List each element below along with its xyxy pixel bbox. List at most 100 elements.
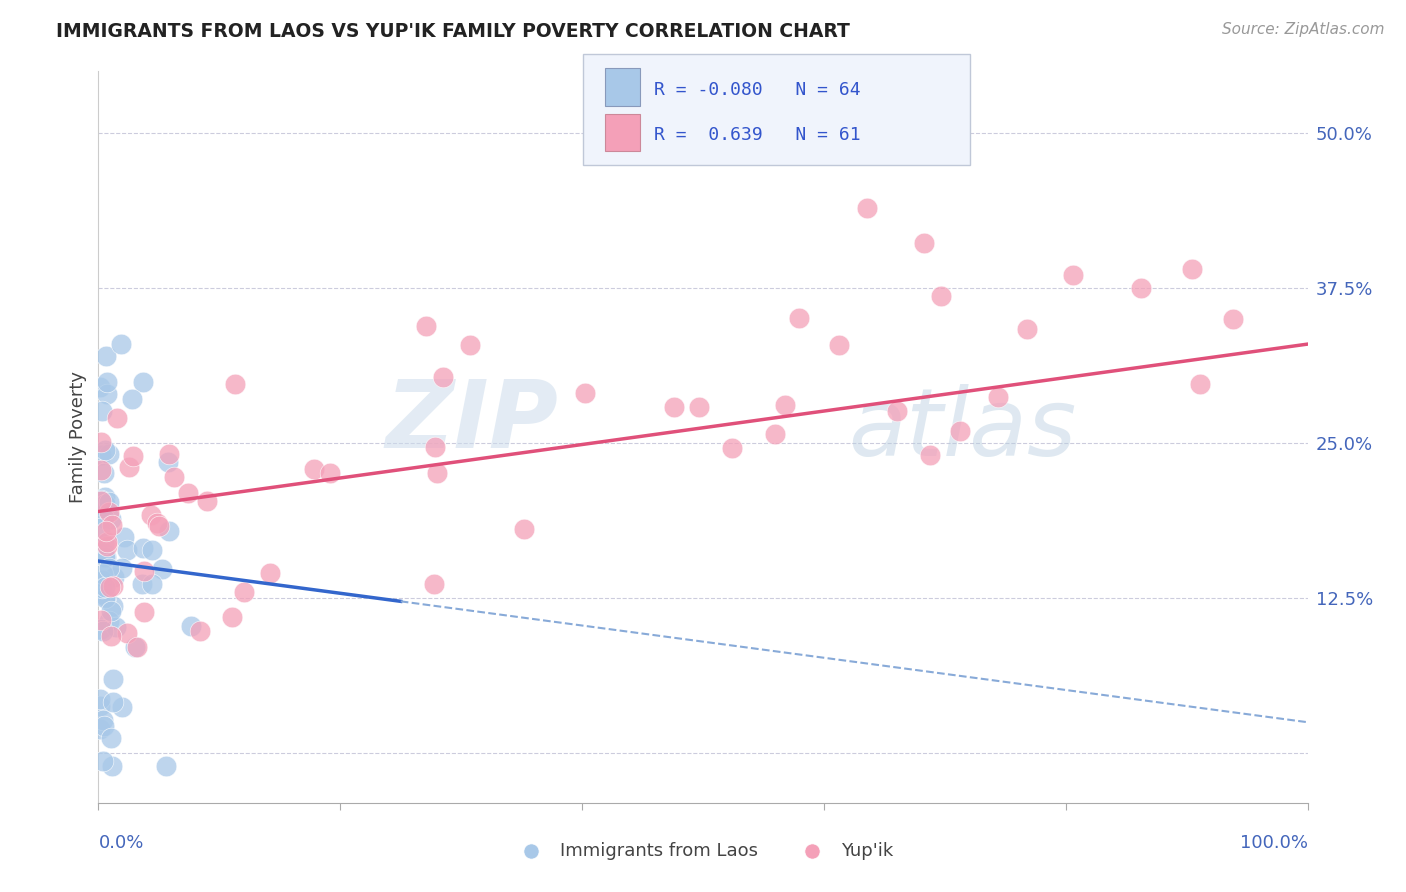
Text: atlas: atlas	[848, 384, 1077, 475]
Point	[101, 579, 124, 593]
Point	[91, 624, 114, 638]
Point	[90, 435, 112, 450]
Point	[1222, 311, 1244, 326]
Point	[117, 543, 139, 558]
Point	[131, 577, 153, 591]
Text: R =  0.639   N = 61: R = 0.639 N = 61	[654, 126, 860, 144]
Point	[415, 319, 437, 334]
Point	[432, 370, 454, 384]
Point	[90, 493, 112, 508]
Point	[89, 722, 111, 736]
Point	[89, 380, 111, 394]
Point	[94, 349, 117, 363]
Point	[856, 201, 879, 215]
Text: 100.0%: 100.0%	[1240, 834, 1308, 852]
Point	[91, 713, 114, 727]
Point	[93, 537, 115, 551]
Point	[93, 591, 115, 605]
Point	[112, 530, 135, 544]
Point	[148, 519, 170, 533]
Text: ZIP: ZIP	[385, 376, 558, 468]
Point	[163, 470, 186, 484]
Point	[150, 561, 173, 575]
Point	[156, 455, 179, 469]
Point	[1017, 322, 1039, 336]
Point	[920, 449, 942, 463]
Text: 0.0%: 0.0%	[98, 834, 143, 852]
Point	[259, 566, 281, 581]
Point	[157, 447, 180, 461]
Point	[302, 462, 325, 476]
Point	[195, 494, 218, 508]
Point	[100, 629, 122, 643]
Point	[90, 587, 112, 601]
Point	[90, 622, 112, 636]
Point	[929, 289, 952, 303]
Point	[90, 463, 112, 477]
Point	[89, 574, 111, 588]
Point	[93, 546, 115, 560]
Point	[105, 410, 128, 425]
Point	[91, 499, 114, 513]
Point	[90, 448, 112, 462]
Point	[155, 758, 177, 772]
Point	[141, 542, 163, 557]
Point	[101, 672, 124, 686]
Point	[96, 535, 118, 549]
Point	[100, 731, 122, 745]
Point	[233, 584, 256, 599]
Point	[91, 403, 114, 417]
Point	[103, 570, 125, 584]
Point	[720, 441, 742, 455]
Point	[115, 626, 138, 640]
Point	[912, 235, 935, 250]
Point	[763, 426, 786, 441]
Point	[93, 580, 115, 594]
Point	[1189, 376, 1212, 391]
Point	[101, 695, 124, 709]
Point	[121, 392, 143, 406]
Point	[100, 511, 122, 525]
Point	[987, 391, 1010, 405]
Point	[773, 398, 796, 412]
Point	[1130, 281, 1153, 295]
Point	[90, 494, 112, 508]
Point	[94, 443, 117, 458]
Point	[111, 700, 134, 714]
Point	[100, 604, 122, 618]
Point	[89, 699, 111, 714]
Point	[132, 375, 155, 389]
Point	[224, 377, 246, 392]
Point	[787, 310, 810, 325]
Point	[98, 614, 121, 628]
Point	[94, 491, 117, 505]
Point	[177, 486, 200, 500]
Point	[105, 620, 128, 634]
Point	[688, 400, 710, 414]
Point	[94, 591, 117, 605]
Point	[93, 497, 115, 511]
Text: R = -0.080   N = 64: R = -0.080 N = 64	[654, 81, 860, 99]
Point	[98, 505, 121, 519]
Point	[101, 518, 124, 533]
Point	[127, 640, 149, 654]
Point	[180, 619, 202, 633]
Point	[141, 577, 163, 591]
Point	[190, 624, 212, 638]
Point	[89, 521, 111, 535]
Point	[423, 440, 446, 454]
Point	[886, 404, 908, 418]
Legend: Immigrants from Laos, Yup'ik: Immigrants from Laos, Yup'ik	[506, 835, 900, 867]
Point	[90, 581, 112, 595]
Point	[101, 599, 124, 614]
Point	[221, 610, 243, 624]
Point	[426, 466, 449, 480]
Point	[94, 524, 117, 539]
Point	[90, 613, 112, 627]
Point	[98, 561, 121, 575]
Point	[460, 338, 482, 352]
Point	[101, 758, 124, 772]
Point	[97, 495, 120, 509]
Point	[94, 549, 117, 564]
Point	[318, 466, 340, 480]
